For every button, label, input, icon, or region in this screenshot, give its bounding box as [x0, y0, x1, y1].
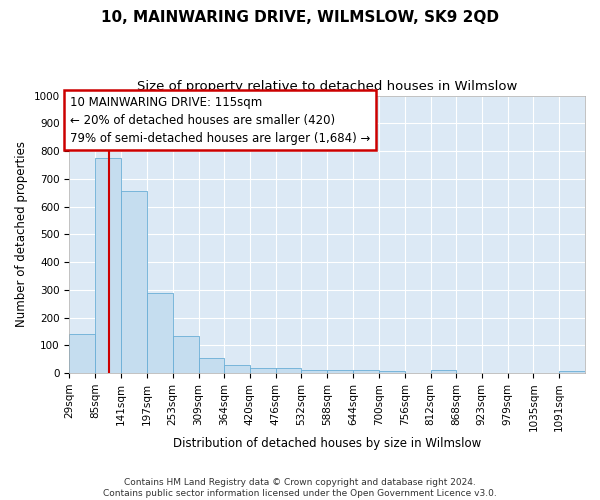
Bar: [173, 336, 199, 373]
Bar: [121, 192, 147, 373]
Bar: [301, 370, 327, 373]
Text: 10, MAINWARING DRIVE, WILMSLOW, SK9 2QD: 10, MAINWARING DRIVE, WILMSLOW, SK9 2QD: [101, 10, 499, 25]
Text: 10 MAINWARING DRIVE: 115sqm
← 20% of detached houses are smaller (420)
79% of se: 10 MAINWARING DRIVE: 115sqm ← 20% of det…: [70, 96, 370, 144]
Bar: [327, 370, 353, 373]
Bar: [275, 368, 301, 373]
Bar: [199, 358, 224, 373]
Bar: [250, 368, 275, 373]
Bar: [431, 370, 457, 373]
Bar: [559, 371, 585, 373]
X-axis label: Distribution of detached houses by size in Wilmslow: Distribution of detached houses by size …: [173, 437, 481, 450]
Bar: [95, 158, 121, 373]
Y-axis label: Number of detached properties: Number of detached properties: [15, 142, 28, 328]
Text: Contains HM Land Registry data © Crown copyright and database right 2024.
Contai: Contains HM Land Registry data © Crown c…: [103, 478, 497, 498]
Bar: [70, 334, 95, 373]
Title: Size of property relative to detached houses in Wilmslow: Size of property relative to detached ho…: [137, 80, 517, 93]
Bar: [147, 292, 173, 373]
Bar: [379, 371, 404, 373]
Bar: [353, 370, 379, 373]
Bar: [224, 366, 250, 373]
